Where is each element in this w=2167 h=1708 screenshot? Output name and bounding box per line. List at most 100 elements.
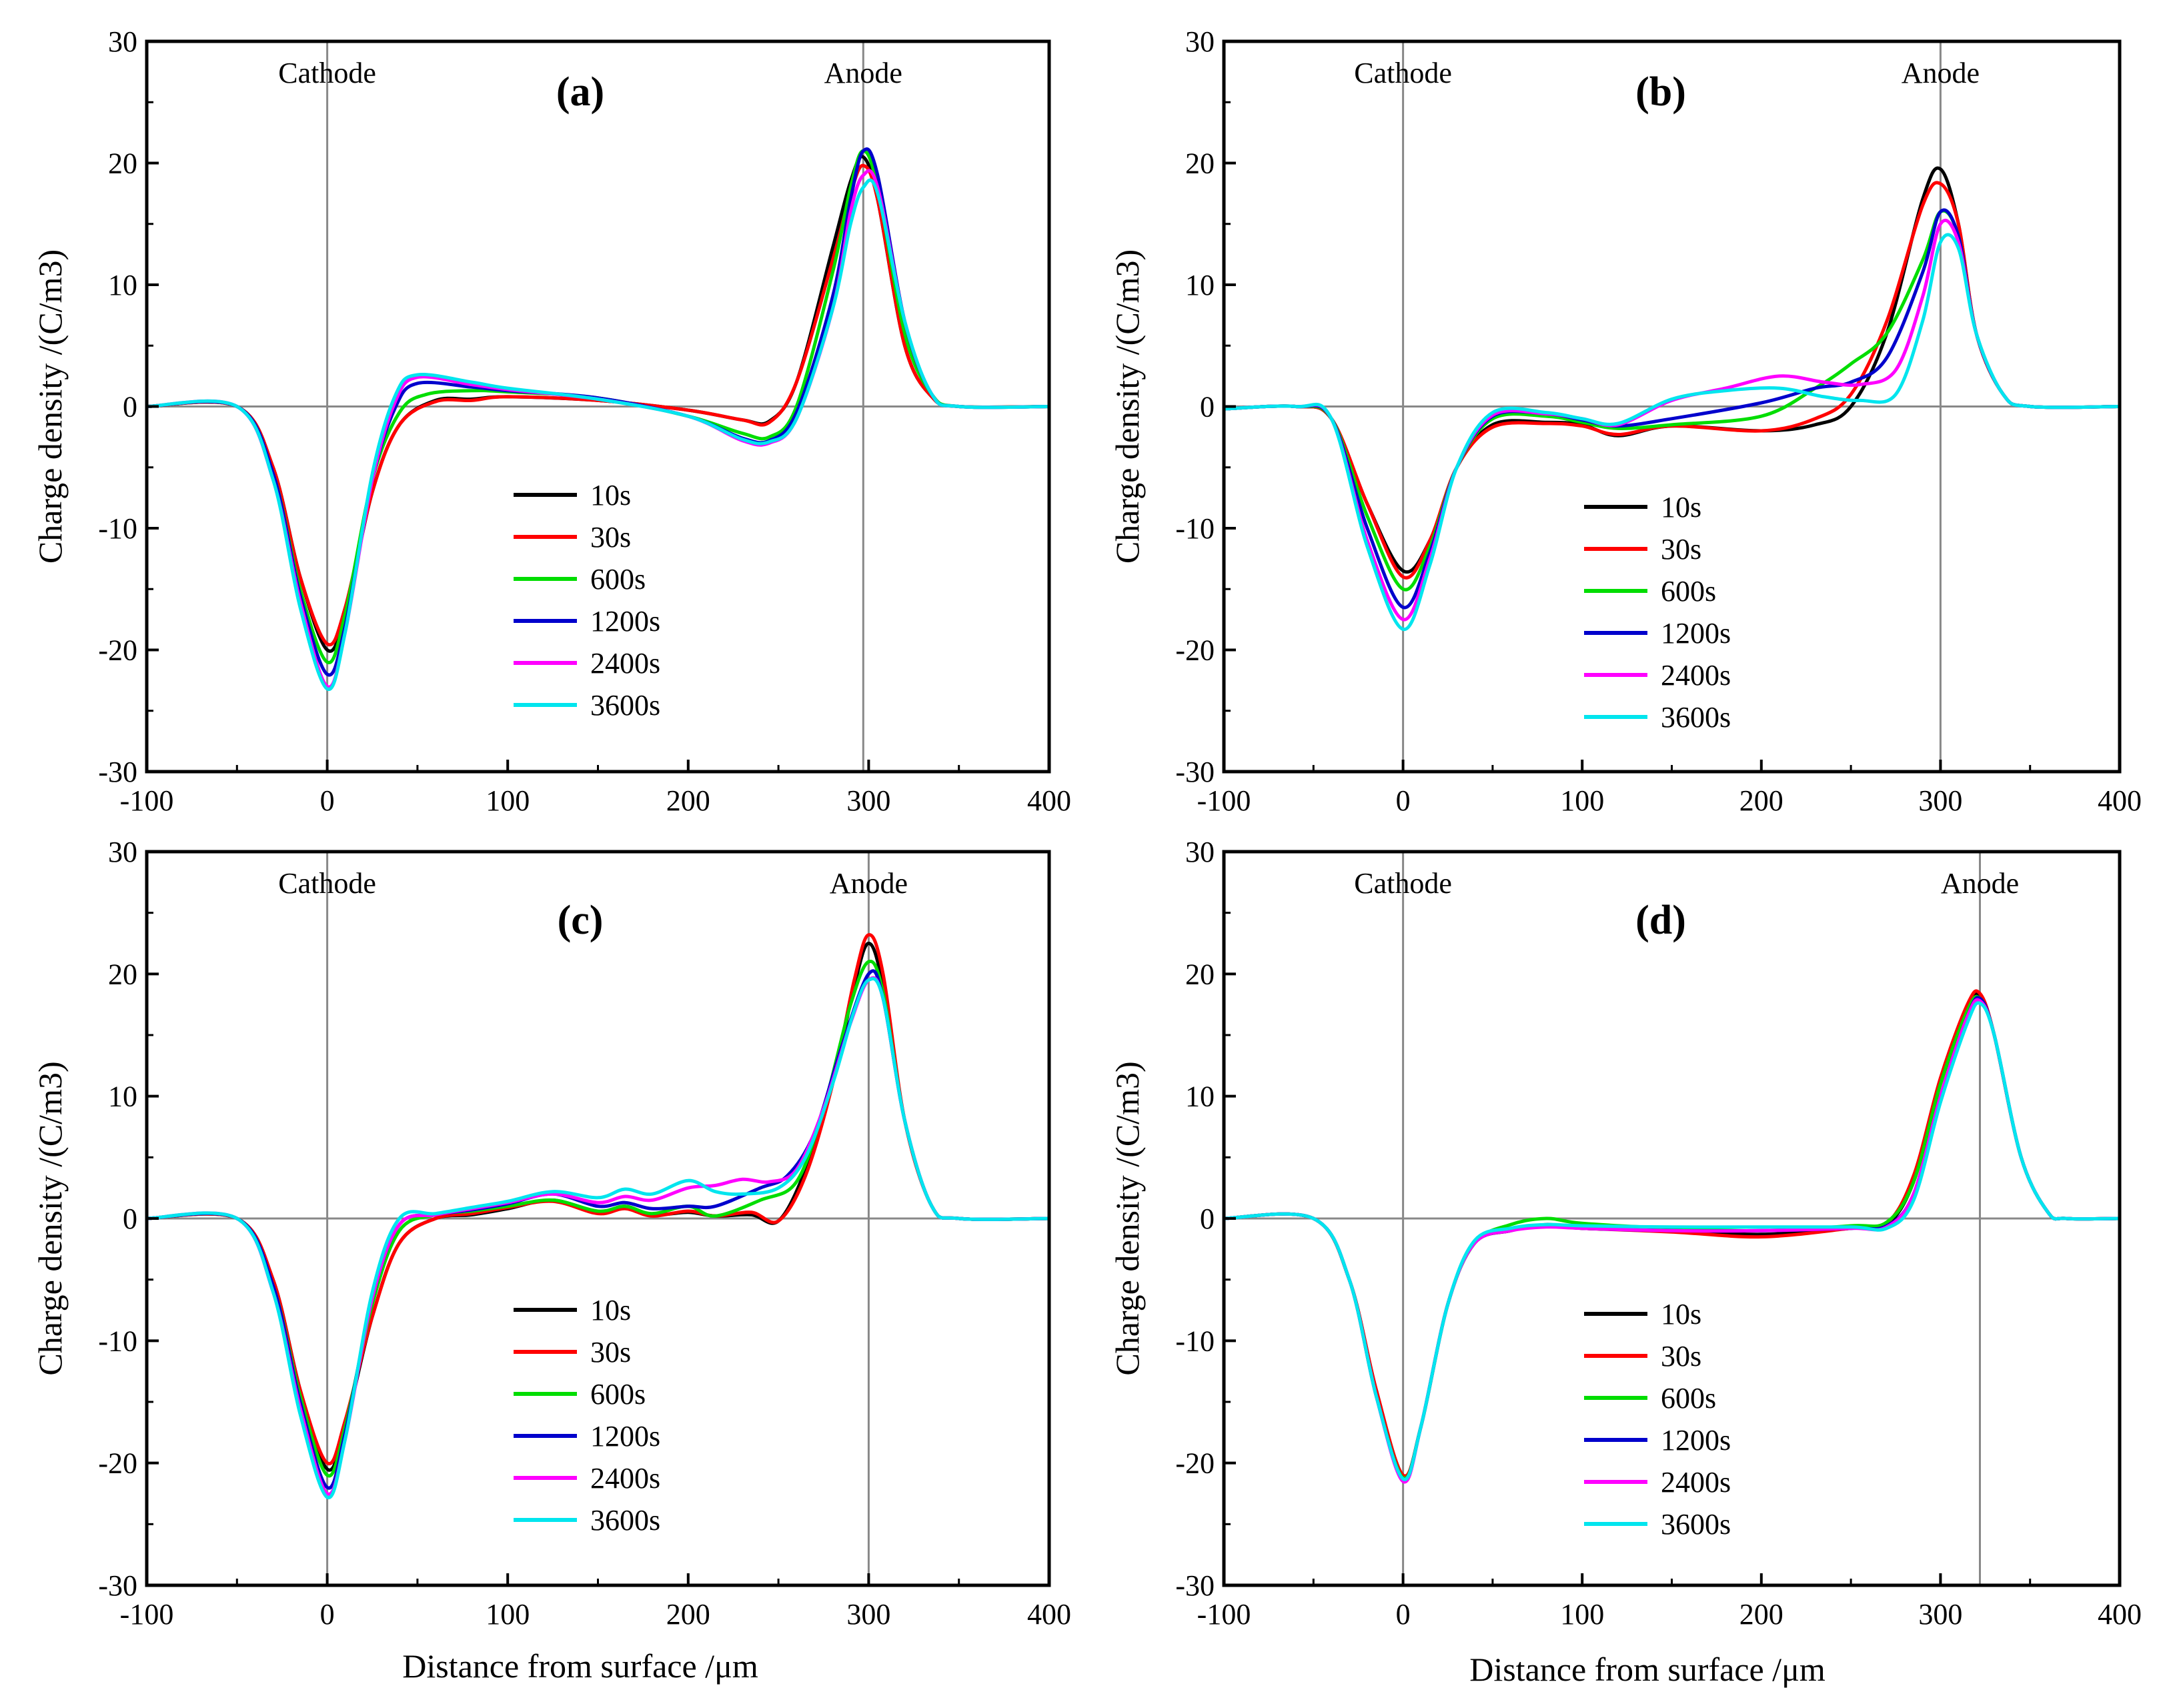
legend-label-1200s: 1200s <box>590 605 660 638</box>
series-line-1200s <box>146 147 1050 677</box>
x-tick-label: 400 <box>2098 784 2142 817</box>
y-tick-label: 10 <box>1185 269 1215 301</box>
x-tick-label: -100 <box>120 784 174 817</box>
y-axis-title: Charge density /(C/m3) <box>1109 1061 1146 1375</box>
y-tick-label: 0 <box>1200 391 1215 423</box>
x-tick-label: 400 <box>2098 1598 2142 1631</box>
electrode-label-anode: Anode <box>1941 867 2019 900</box>
y-tick-label: 10 <box>108 269 137 301</box>
panel-label: (b) <box>1635 69 1686 115</box>
y-axis-title: Charge density /(C/m3) <box>31 249 69 564</box>
panel-label: (a) <box>556 69 604 115</box>
y-tick-label: 10 <box>1185 1080 1215 1113</box>
x-tick-label: 200 <box>666 784 710 817</box>
series-line-3600s <box>146 977 1050 1499</box>
x-tick-label: 400 <box>1027 1598 1071 1631</box>
electrode-label-cathode: Cathode <box>278 867 376 900</box>
legend-label-10s: 10s <box>1661 1298 1701 1331</box>
series-line-3600s <box>1223 1001 2120 1481</box>
y-tick-label: -30 <box>1175 756 1215 788</box>
x-tick-label: 100 <box>486 784 530 817</box>
legend-label-10s: 10s <box>1661 491 1701 524</box>
x-tick-label: 0 <box>320 784 335 817</box>
panel-label: (d) <box>1635 898 1686 943</box>
legend-label-10s: 10s <box>590 1294 631 1327</box>
x-tick-label: 400 <box>1027 784 1071 817</box>
x-tick-label: -100 <box>1197 1598 1251 1631</box>
x-tick-label: -100 <box>120 1598 174 1631</box>
panel-a: Cathode Anode-100 0 100 200 300 400-30-20-1001… <box>31 25 1071 817</box>
y-axis-title: Charge density /(C/m3) <box>31 1061 69 1375</box>
legend-label-2400s: 2400s <box>1661 659 1731 692</box>
legend-label-2400s: 2400s <box>590 647 660 680</box>
x-tick-label: 100 <box>1560 1598 1604 1631</box>
electrode-label-cathode: Cathode <box>1354 867 1452 900</box>
electrode-label-cathode: Cathode <box>1354 57 1452 89</box>
electrode-label-anode: Anode <box>830 867 908 900</box>
y-tick-label: 30 <box>1185 25 1215 58</box>
y-tick-label: -10 <box>1175 512 1215 545</box>
legend-label-3600s: 3600s <box>1661 701 1731 734</box>
legend-label-3600s: 3600s <box>590 1504 660 1537</box>
legend-label-30s: 30s <box>1661 1340 1701 1373</box>
x-tick-label: 200 <box>666 1598 710 1631</box>
y-tick-label: 30 <box>108 836 137 868</box>
y-tick-label: -30 <box>98 1569 137 1602</box>
y-axis-title: Charge density /(C/m3) <box>1109 249 1146 564</box>
x-axis-title-left: Distance from surface /μm <box>402 1647 758 1685</box>
series-line-3600s <box>146 178 1050 691</box>
x-tick-label: 100 <box>1560 784 1604 817</box>
legend-label-600s: 600s <box>590 1378 646 1411</box>
x-tick-label: 0 <box>1396 784 1411 817</box>
x-tick-label: 200 <box>1739 784 1783 817</box>
legend-label-1200s: 1200s <box>1661 1424 1731 1457</box>
y-tick-label: -20 <box>1175 1447 1215 1480</box>
electrode-label-anode: Anode <box>824 57 902 89</box>
y-tick-label: 0 <box>123 1202 137 1235</box>
panel-b: Cathode Anode-100 0 100 200 300 400-30-20-1001… <box>1109 25 2142 817</box>
electrode-label-cathode: Cathode <box>278 57 376 89</box>
y-tick-label: -30 <box>1175 1569 1215 1602</box>
legend-label-2400s: 2400s <box>1661 1466 1731 1499</box>
y-tick-label: 30 <box>1185 836 1215 868</box>
x-tick-label: 300 <box>846 784 890 817</box>
legend-label-3600s: 3600s <box>590 689 660 722</box>
legend-label-600s: 600s <box>590 563 646 596</box>
x-tick-label: 300 <box>1918 1598 1962 1631</box>
y-tick-label: 30 <box>108 25 137 58</box>
x-tick-label: 0 <box>320 1598 335 1631</box>
x-tick-label: -100 <box>1197 784 1251 817</box>
legend-label-3600s: 3600s <box>1661 1508 1731 1541</box>
x-tick-label: 300 <box>1918 784 1962 817</box>
y-tick-label: -30 <box>98 756 137 788</box>
x-tick-label: 0 <box>1396 1598 1411 1631</box>
legend-label-10s: 10s <box>590 479 631 512</box>
y-tick-label: -10 <box>1175 1325 1215 1357</box>
x-tick-label: 200 <box>1739 1598 1783 1631</box>
panel-d: Cathode Anode-100 0 100 200 300 400-30-20-1001… <box>1109 836 2142 1631</box>
x-tick-label: 100 <box>486 1598 530 1631</box>
legend-label-1200s: 1200s <box>590 1420 660 1453</box>
legend-label-600s: 600s <box>1661 575 1716 608</box>
legend-label-2400s: 2400s <box>590 1462 660 1495</box>
panel-c: Cathode Anode-100 0 100 200 300 400-30-20-1001… <box>31 836 1071 1631</box>
y-tick-label: 10 <box>108 1080 137 1113</box>
y-tick-label: 20 <box>1185 147 1215 180</box>
series-line-30s <box>146 933 1050 1466</box>
legend-label-30s: 30s <box>590 521 631 554</box>
x-tick-label: 300 <box>846 1598 890 1631</box>
y-tick-label: -10 <box>98 512 137 545</box>
legend-label-30s: 30s <box>1661 533 1701 566</box>
panel-label: (c) <box>558 898 604 943</box>
x-axis-title-right: Distance from surface /μm <box>1469 1651 1826 1688</box>
y-tick-label: 20 <box>108 147 137 180</box>
series-line-2400s <box>146 976 1050 1496</box>
y-tick-label: -20 <box>98 1447 137 1480</box>
y-tick-label: 20 <box>1185 958 1215 990</box>
legend-label-600s: 600s <box>1661 1382 1716 1415</box>
series-line-3600s <box>1223 233 2120 632</box>
legend-label-1200s: 1200s <box>1661 617 1731 650</box>
y-tick-label: 20 <box>108 958 137 990</box>
y-tick-label: -20 <box>1175 634 1215 667</box>
y-tick-label: 0 <box>123 391 137 423</box>
